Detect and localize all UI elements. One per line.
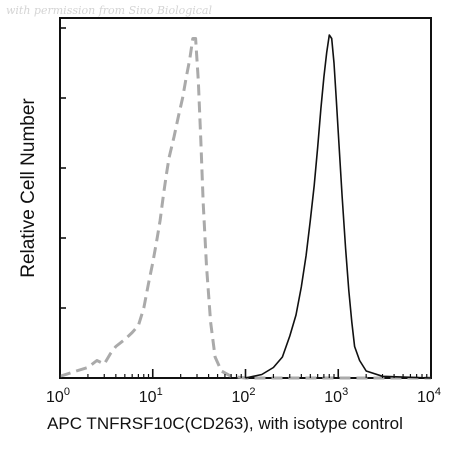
isotype-control-curve [59,37,431,380]
x-tick-label: 100 [46,386,70,406]
series-layer [59,34,432,380]
x-ticks: 100 101 102 103 104 [46,369,441,406]
x-tick-label: 102 [232,386,256,406]
x-axis-label: APC TNFRSF10C(CD263), with isotype contr… [47,414,403,433]
plot-frame [59,17,432,379]
x-tick-label: 104 [417,386,441,406]
plot-border [59,17,432,379]
watermark-text: with permission from Sino Biological [6,4,213,17]
x-tick-label: 101 [139,386,163,406]
y-ticks [60,27,66,379]
y-axis-label: Relative Cell Number [18,98,39,278]
x-tick-label: 103 [324,386,348,406]
sample-curve [245,34,432,379]
